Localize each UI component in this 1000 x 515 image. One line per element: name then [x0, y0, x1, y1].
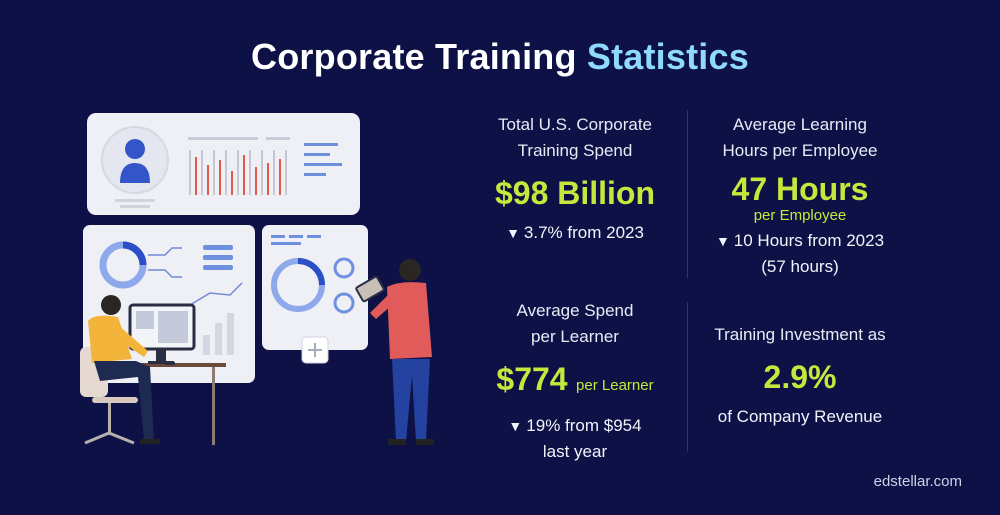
- stat-learning-hours-unit: per Employee: [753, 207, 847, 224]
- stat-spend-per-learner-label-1: Average Spend: [516, 301, 634, 320]
- stat-training-investment-label: Training Investment as: [714, 325, 886, 344]
- divider-bottom: [687, 302, 688, 452]
- training-illustration: [80, 113, 434, 445]
- standing-person-head: [399, 259, 421, 281]
- stat-learning-hours-label-2: Hours per Employee: [722, 141, 878, 160]
- stat-spend-per-learner-unit: per Learner: [576, 377, 654, 394]
- down-triangle-icon: ▼: [715, 233, 730, 249]
- sitting-person-head: [101, 295, 121, 315]
- stat-spend-per-learner-change-text: 19% from $954: [526, 416, 642, 435]
- stat-total-spend: Total U.S. Corporate Training Spend $98 …: [470, 112, 680, 246]
- footer-brand: edstellar.com: [873, 473, 962, 490]
- stat-learning-hours-label-1: Average Learning: [733, 115, 867, 134]
- stat-learning-hours-value: 47 Hours: [731, 171, 869, 207]
- stat-spend-per-learner-note: last year: [542, 442, 608, 461]
- stat-spend-per-learner: Average Spend per Learner $774 per Learn…: [470, 298, 680, 465]
- stat-total-spend-change: ▼ 3.7% from 2023: [470, 220, 680, 246]
- tablet: [355, 275, 385, 303]
- stat-spend-per-learner-value-row: $774 per Learner: [470, 358, 680, 407]
- stat-spend-per-learner-value: $774: [496, 361, 568, 397]
- stat-learning-hours-change: ▼ 10 Hours from 2023: [695, 228, 905, 254]
- stat-training-investment: Training Investment as 2.9% of Company R…: [695, 322, 905, 430]
- stat-learning-hours-note: (57 hours): [761, 257, 839, 276]
- title-part-1: Corporate Training: [251, 36, 577, 77]
- stat-total-spend-label-2: Training Spend: [517, 141, 633, 160]
- page-title: Corporate Training Statistics: [0, 36, 1000, 78]
- down-triangle-icon: ▼: [508, 418, 523, 434]
- down-triangle-icon: ▼: [506, 225, 520, 241]
- stat-total-spend-change-text: 3.7% from 2023: [523, 223, 644, 242]
- right-dashboard-card: [262, 225, 368, 350]
- divider-top: [687, 110, 688, 278]
- user-icon-head: [125, 139, 145, 159]
- profile-circle: [101, 126, 169, 194]
- stat-total-spend-label-1: Total U.S. Corporate: [497, 115, 652, 134]
- sitting-person-body: [88, 315, 132, 363]
- stat-learning-hours-change-text: 10 Hours from 2023: [733, 231, 885, 250]
- stat-training-investment-value: 2.9%: [763, 359, 837, 395]
- stat-total-spend-value: $98 Billion: [494, 175, 656, 211]
- plus-icon: [308, 343, 322, 357]
- stat-spend-per-learner-label-2: per Learner: [531, 327, 619, 346]
- stat-spend-per-learner-change: ▼ 19% from $954: [470, 413, 680, 439]
- user-icon-body: [120, 163, 150, 183]
- standing-person-body: [387, 282, 432, 359]
- bar-pattern: [189, 150, 287, 195]
- stat-learning-hours: Average Learning Hours per Employee 47 H…: [695, 112, 905, 280]
- title-part-2: Statistics: [586, 36, 749, 77]
- stat-training-investment-note: of Company Revenue: [717, 407, 883, 426]
